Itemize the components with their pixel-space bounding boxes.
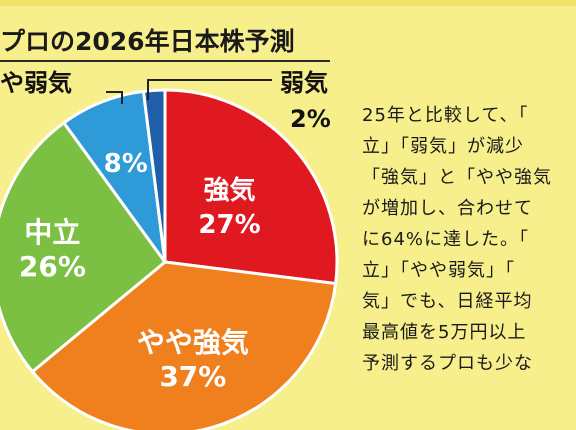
slice-value-strong: 27%: [198, 210, 260, 240]
description-line: 25年と比較して、「: [362, 105, 529, 126]
leader-line-somewhat-weak: [106, 91, 123, 104]
slice-value-weak: 2%: [290, 105, 331, 133]
description-line: 立」「弱気」が減少: [362, 136, 524, 157]
leader-line-weak: [147, 79, 272, 100]
pie-slice-neutral: [0, 120, 168, 374]
description-line: が増加し、合わせて: [362, 198, 533, 219]
description-line: 立」「やや弱気」「: [362, 260, 515, 281]
title-underline: [0, 60, 330, 62]
description-text: 25年と比較して、「 立」「弱気」が減少 「強気」と「やや強気 が増加し、合わせ…: [362, 100, 576, 420]
pie-slice-weak: [141, 88, 167, 263]
description-line: に64%に達した。「: [362, 229, 530, 250]
chart-title: プロの2026年日本株予測: [0, 27, 295, 56]
slice-label-weak: 弱気: [280, 69, 328, 97]
description-line: 予測するプロも少な: [362, 353, 533, 374]
slice-label-neutral: 中立: [24, 216, 80, 249]
slice-value-neutral: 26%: [19, 250, 86, 283]
slice-label-somewhat-weak: やや弱気: [0, 69, 72, 97]
slice-value-somewhat-weak: 8%: [104, 149, 148, 179]
description-line: 最高値を5万円以上: [362, 322, 527, 343]
pie-slice-strong: [163, 88, 339, 286]
top-stripe: [0, 0, 576, 6]
slice-label-somewhat-strong: やや強気: [137, 326, 249, 359]
pie-slice-somewhat-strong: [30, 260, 338, 430]
description-line: 気」でも、日経平均: [362, 291, 533, 312]
description-line: 「強気」と「やや強気: [362, 167, 552, 188]
slice-value-somewhat-strong: 37%: [159, 360, 226, 393]
slice-label-strong: 強気: [204, 175, 256, 206]
